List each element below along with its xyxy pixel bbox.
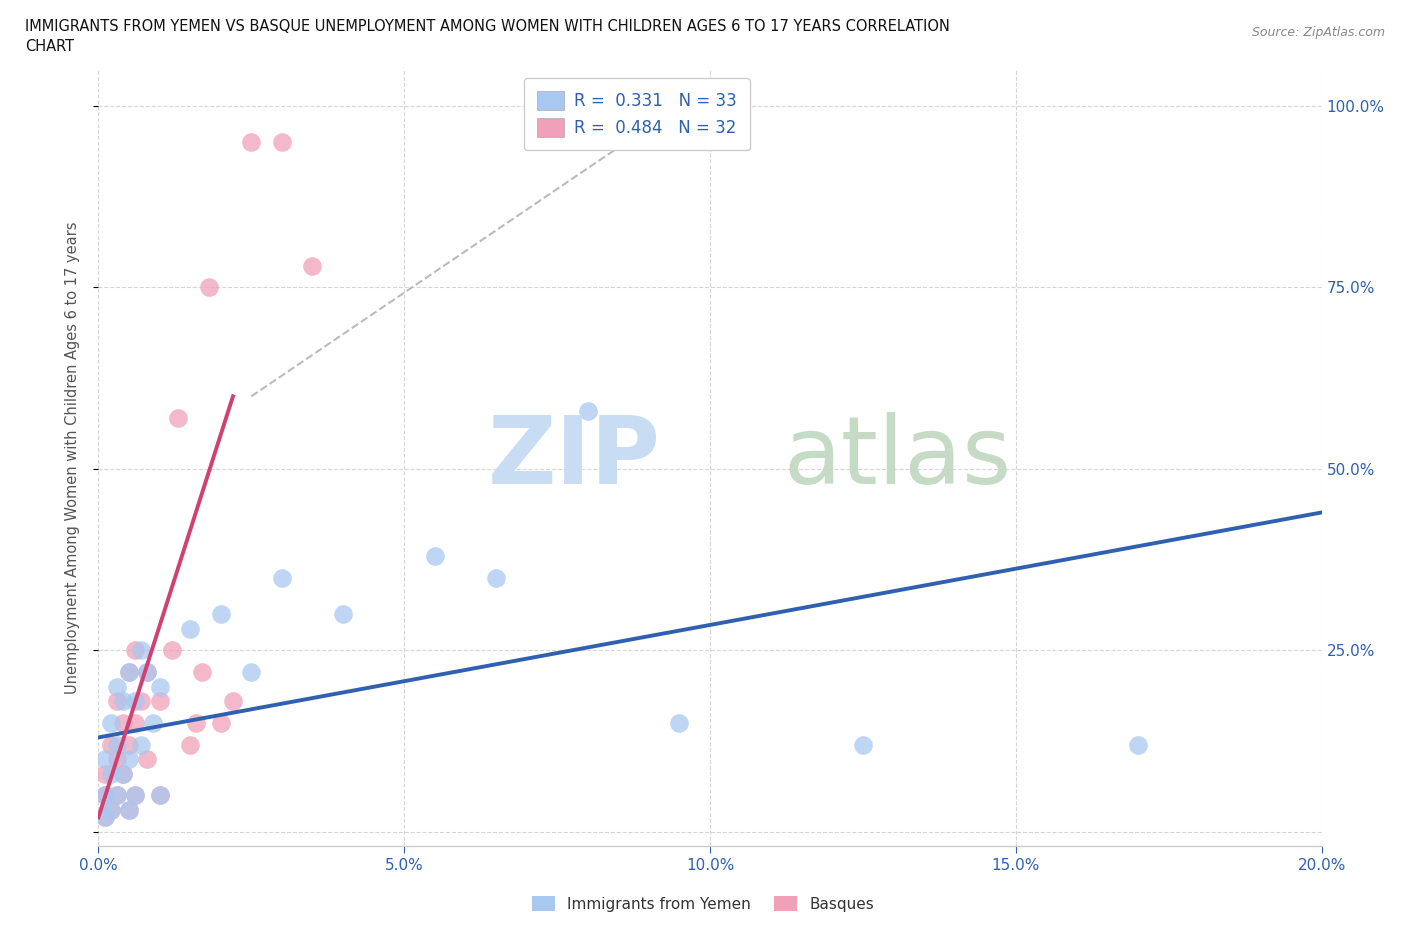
Point xyxy=(149,679,172,694)
Point xyxy=(423,549,446,564)
Point xyxy=(118,803,141,817)
Point xyxy=(240,135,263,150)
Point xyxy=(93,810,115,825)
Point xyxy=(118,737,141,752)
Point xyxy=(142,715,165,730)
Point xyxy=(222,694,245,709)
Point xyxy=(485,570,508,585)
Point xyxy=(105,788,128,803)
Point xyxy=(167,411,190,426)
Point xyxy=(129,643,152,658)
Point xyxy=(668,715,690,730)
Point xyxy=(124,643,146,658)
Point xyxy=(209,606,232,621)
Point xyxy=(129,694,152,709)
Point xyxy=(1128,737,1150,752)
Point xyxy=(852,737,875,752)
Point xyxy=(118,665,141,680)
Point xyxy=(111,766,134,781)
Point xyxy=(93,788,115,803)
Point xyxy=(179,621,201,636)
Point xyxy=(100,737,122,752)
Point xyxy=(197,280,219,295)
Point xyxy=(149,788,172,803)
Point xyxy=(124,788,146,803)
Point xyxy=(160,643,183,658)
Point xyxy=(124,788,146,803)
Point xyxy=(270,570,292,585)
Point xyxy=(105,788,128,803)
Point xyxy=(179,737,201,752)
Point xyxy=(105,737,128,752)
Point xyxy=(100,766,122,781)
Point xyxy=(191,665,214,680)
Point xyxy=(93,766,115,781)
Point xyxy=(118,665,141,680)
Point xyxy=(111,694,134,709)
Point xyxy=(576,404,599,418)
Point xyxy=(111,715,134,730)
Point xyxy=(186,715,208,730)
Text: Source: ZipAtlas.com: Source: ZipAtlas.com xyxy=(1251,26,1385,39)
Point xyxy=(93,788,115,803)
Point xyxy=(129,737,152,752)
Point xyxy=(100,803,122,817)
Point xyxy=(149,694,172,709)
Y-axis label: Unemployment Among Women with Children Ages 6 to 17 years: Unemployment Among Women with Children A… xyxy=(65,221,80,695)
Point xyxy=(105,751,128,766)
Point xyxy=(124,715,146,730)
Point xyxy=(149,788,172,803)
Point xyxy=(240,665,263,680)
Point xyxy=(301,259,323,273)
Point xyxy=(332,606,354,621)
Point xyxy=(270,135,292,150)
Text: IMMIGRANTS FROM YEMEN VS BASQUE UNEMPLOYMENT AMONG WOMEN WITH CHILDREN AGES 6 TO: IMMIGRANTS FROM YEMEN VS BASQUE UNEMPLOY… xyxy=(25,19,950,33)
Point xyxy=(118,751,141,766)
Point xyxy=(93,810,115,825)
Point xyxy=(100,715,122,730)
Point xyxy=(93,751,115,766)
Point xyxy=(105,679,128,694)
Point xyxy=(118,803,141,817)
Text: CHART: CHART xyxy=(25,39,75,54)
Legend: R =  0.331   N = 33, R =  0.484   N = 32: R = 0.331 N = 33, R = 0.484 N = 32 xyxy=(523,78,749,151)
Text: atlas: atlas xyxy=(783,412,1012,504)
Point xyxy=(136,665,159,680)
Point xyxy=(111,766,134,781)
Point xyxy=(124,694,146,709)
Point xyxy=(209,715,232,730)
Point xyxy=(136,665,159,680)
Legend: Immigrants from Yemen, Basques: Immigrants from Yemen, Basques xyxy=(526,889,880,918)
Text: ZIP: ZIP xyxy=(488,412,661,504)
Point xyxy=(100,803,122,817)
Point xyxy=(105,694,128,709)
Point xyxy=(136,751,159,766)
